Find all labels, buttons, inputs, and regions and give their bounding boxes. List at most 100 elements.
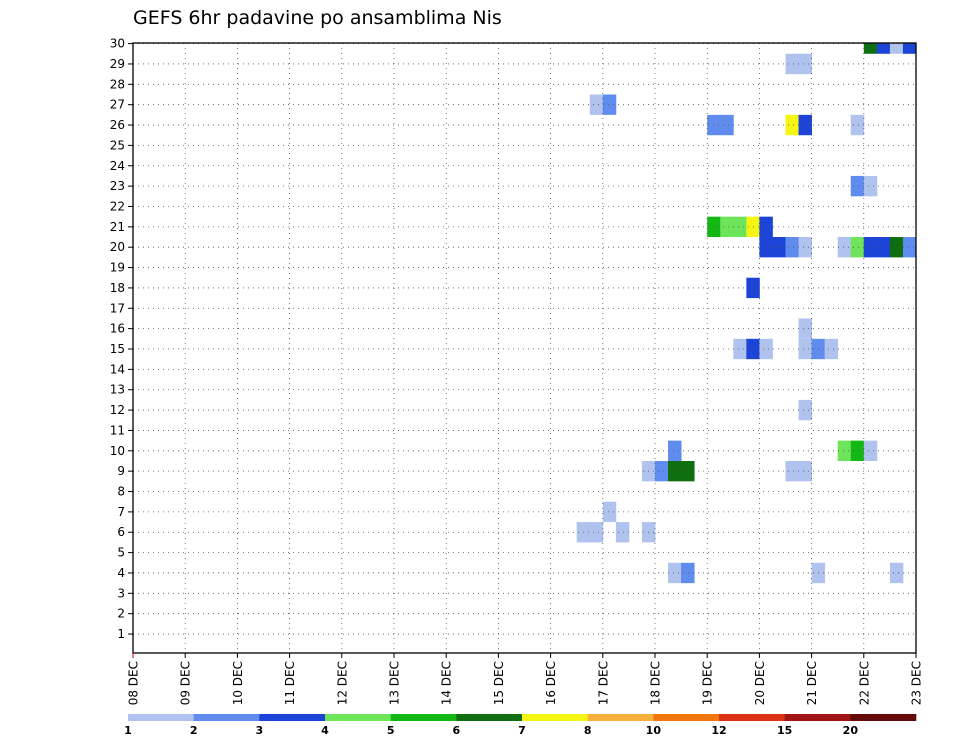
y-tick-label: 13 <box>110 383 125 397</box>
x-tick-label: 20 DEC <box>753 661 767 705</box>
y-tick-label: 16 <box>110 322 125 336</box>
x-tick-label: 17 DEC <box>596 661 610 705</box>
heatmap-cell <box>668 440 682 461</box>
heatmap-cell <box>798 399 812 421</box>
x-tick-label: 21 DEC <box>805 661 819 705</box>
y-tick-label: 17 <box>110 301 125 315</box>
y-tick-label: 2 <box>117 607 125 621</box>
heatmap-cell <box>863 175 878 197</box>
legend-color-swatch <box>259 714 326 721</box>
heatmap-cell <box>668 460 682 482</box>
heatmap-cell <box>863 237 878 258</box>
y-tick-label: 24 <box>110 159 125 173</box>
heatmap-cell <box>615 522 630 543</box>
heatmap-cell <box>889 562 904 584</box>
heatmap-cell <box>602 501 617 523</box>
y-tick-label: 4 <box>117 566 125 580</box>
heatmap-cell <box>772 237 786 258</box>
heatmap-cell <box>759 338 773 360</box>
chart-title: GEFS 6hr padavine po ansamblima Nis <box>133 7 502 29</box>
heatmap-cell <box>589 522 604 543</box>
legend-color-swatch <box>587 714 654 721</box>
legend-label: 4 <box>321 724 329 737</box>
x-tick-label: 09 DEC <box>179 661 193 705</box>
heatmap-cell <box>876 43 891 54</box>
legend-label: 15 <box>777 724 792 737</box>
x-tick-label: 22 DEC <box>857 661 871 705</box>
heatmap-cell <box>798 338 812 360</box>
legend-label: 2 <box>190 724 198 737</box>
heatmap-cell <box>589 94 604 115</box>
y-tick-label: 8 <box>117 485 125 499</box>
legend-color-swatch <box>522 714 588 721</box>
x-tick-label: 16 DEC <box>544 661 558 705</box>
heatmap-cell <box>785 237 799 258</box>
legend-label: 6 <box>453 724 461 737</box>
heatmap-cell <box>798 460 812 482</box>
x-tick-label: 15 DEC <box>492 661 506 705</box>
heatmap-cell <box>850 175 865 197</box>
heatmap-cell <box>902 43 917 54</box>
heatmap-cell <box>602 94 617 115</box>
legend-label: 1 <box>124 724 132 737</box>
x-axis: 08 DEC 09 DEC 10 DEC 11 DEC 12 DEC 13 DEC 14 D… <box>127 653 924 705</box>
legend-label: 20 <box>843 724 859 737</box>
heatmap-cell <box>733 216 747 238</box>
y-tick-label: 7 <box>117 505 125 519</box>
heatmap-cells <box>576 43 917 584</box>
legend-color-swatch <box>719 714 785 721</box>
x-tick-label: 23 DEC <box>910 661 924 705</box>
heatmap-cell <box>902 237 917 258</box>
heatmap-cell <box>733 338 747 360</box>
y-tick-label: 29 <box>110 57 125 71</box>
y-tick-label: 23 <box>110 179 125 193</box>
legend-color-swatch <box>784 714 851 721</box>
legend-color-swatch <box>390 714 457 721</box>
x-tick-label: 13 DEC <box>388 661 402 705</box>
y-tick-label: 19 <box>110 261 125 275</box>
y-tick-label: 10 <box>110 444 125 458</box>
heatmap-cell <box>850 237 865 258</box>
legend-color-swatch <box>193 714 260 721</box>
heatmap-cell <box>850 440 865 461</box>
legend-label: 5 <box>387 724 395 737</box>
y-tick-label: 1 <box>117 627 125 641</box>
heatmap-cell <box>863 440 878 461</box>
heatmap-cell <box>681 460 695 482</box>
heatmap-cell <box>863 43 878 54</box>
x-tick-label: 12 DEC <box>335 661 349 705</box>
y-tick-label: 28 <box>110 77 125 91</box>
heatmap-cell <box>850 114 865 136</box>
y-tick-label: 21 <box>110 220 125 234</box>
heatmap-cell <box>785 460 799 482</box>
heatmap-cell <box>759 237 773 258</box>
legend-label: 7 <box>518 724 526 737</box>
plot-frame <box>132 42 917 654</box>
legend-color-swatch <box>128 714 194 721</box>
legend-label: 12 <box>711 724 726 737</box>
heatmap-cell <box>889 43 904 54</box>
legend-color-swatch <box>456 714 523 721</box>
heatmap-cell <box>798 237 812 258</box>
y-tick-label: 9 <box>117 464 125 478</box>
y-tick-label: 18 <box>110 281 125 295</box>
heatmap-cell <box>720 216 734 238</box>
heatmap-cell <box>668 562 682 584</box>
y-axis: 1234567891011121314151617181920212223242… <box>110 37 133 641</box>
heatmap-cell <box>837 440 852 461</box>
heatmap-cell <box>837 237 852 258</box>
y-tick-label: 14 <box>110 362 125 376</box>
heatmap-cell <box>798 318 812 339</box>
heatmap-cell <box>785 53 799 75</box>
y-tick-label: 26 <box>110 118 125 132</box>
x-tick-label: 10 DEC <box>231 661 245 705</box>
legend-label: 10 <box>646 724 662 737</box>
y-tick-label: 20 <box>110 240 125 254</box>
y-tick-label: 6 <box>117 525 125 539</box>
legend-label: 8 <box>584 724 592 737</box>
heatmap-cell <box>681 562 695 584</box>
y-tick-label: 12 <box>110 403 125 417</box>
heatmap-cell <box>785 114 799 136</box>
x-tick-label: 14 DEC <box>440 661 454 705</box>
y-tick-label: 25 <box>110 138 125 152</box>
